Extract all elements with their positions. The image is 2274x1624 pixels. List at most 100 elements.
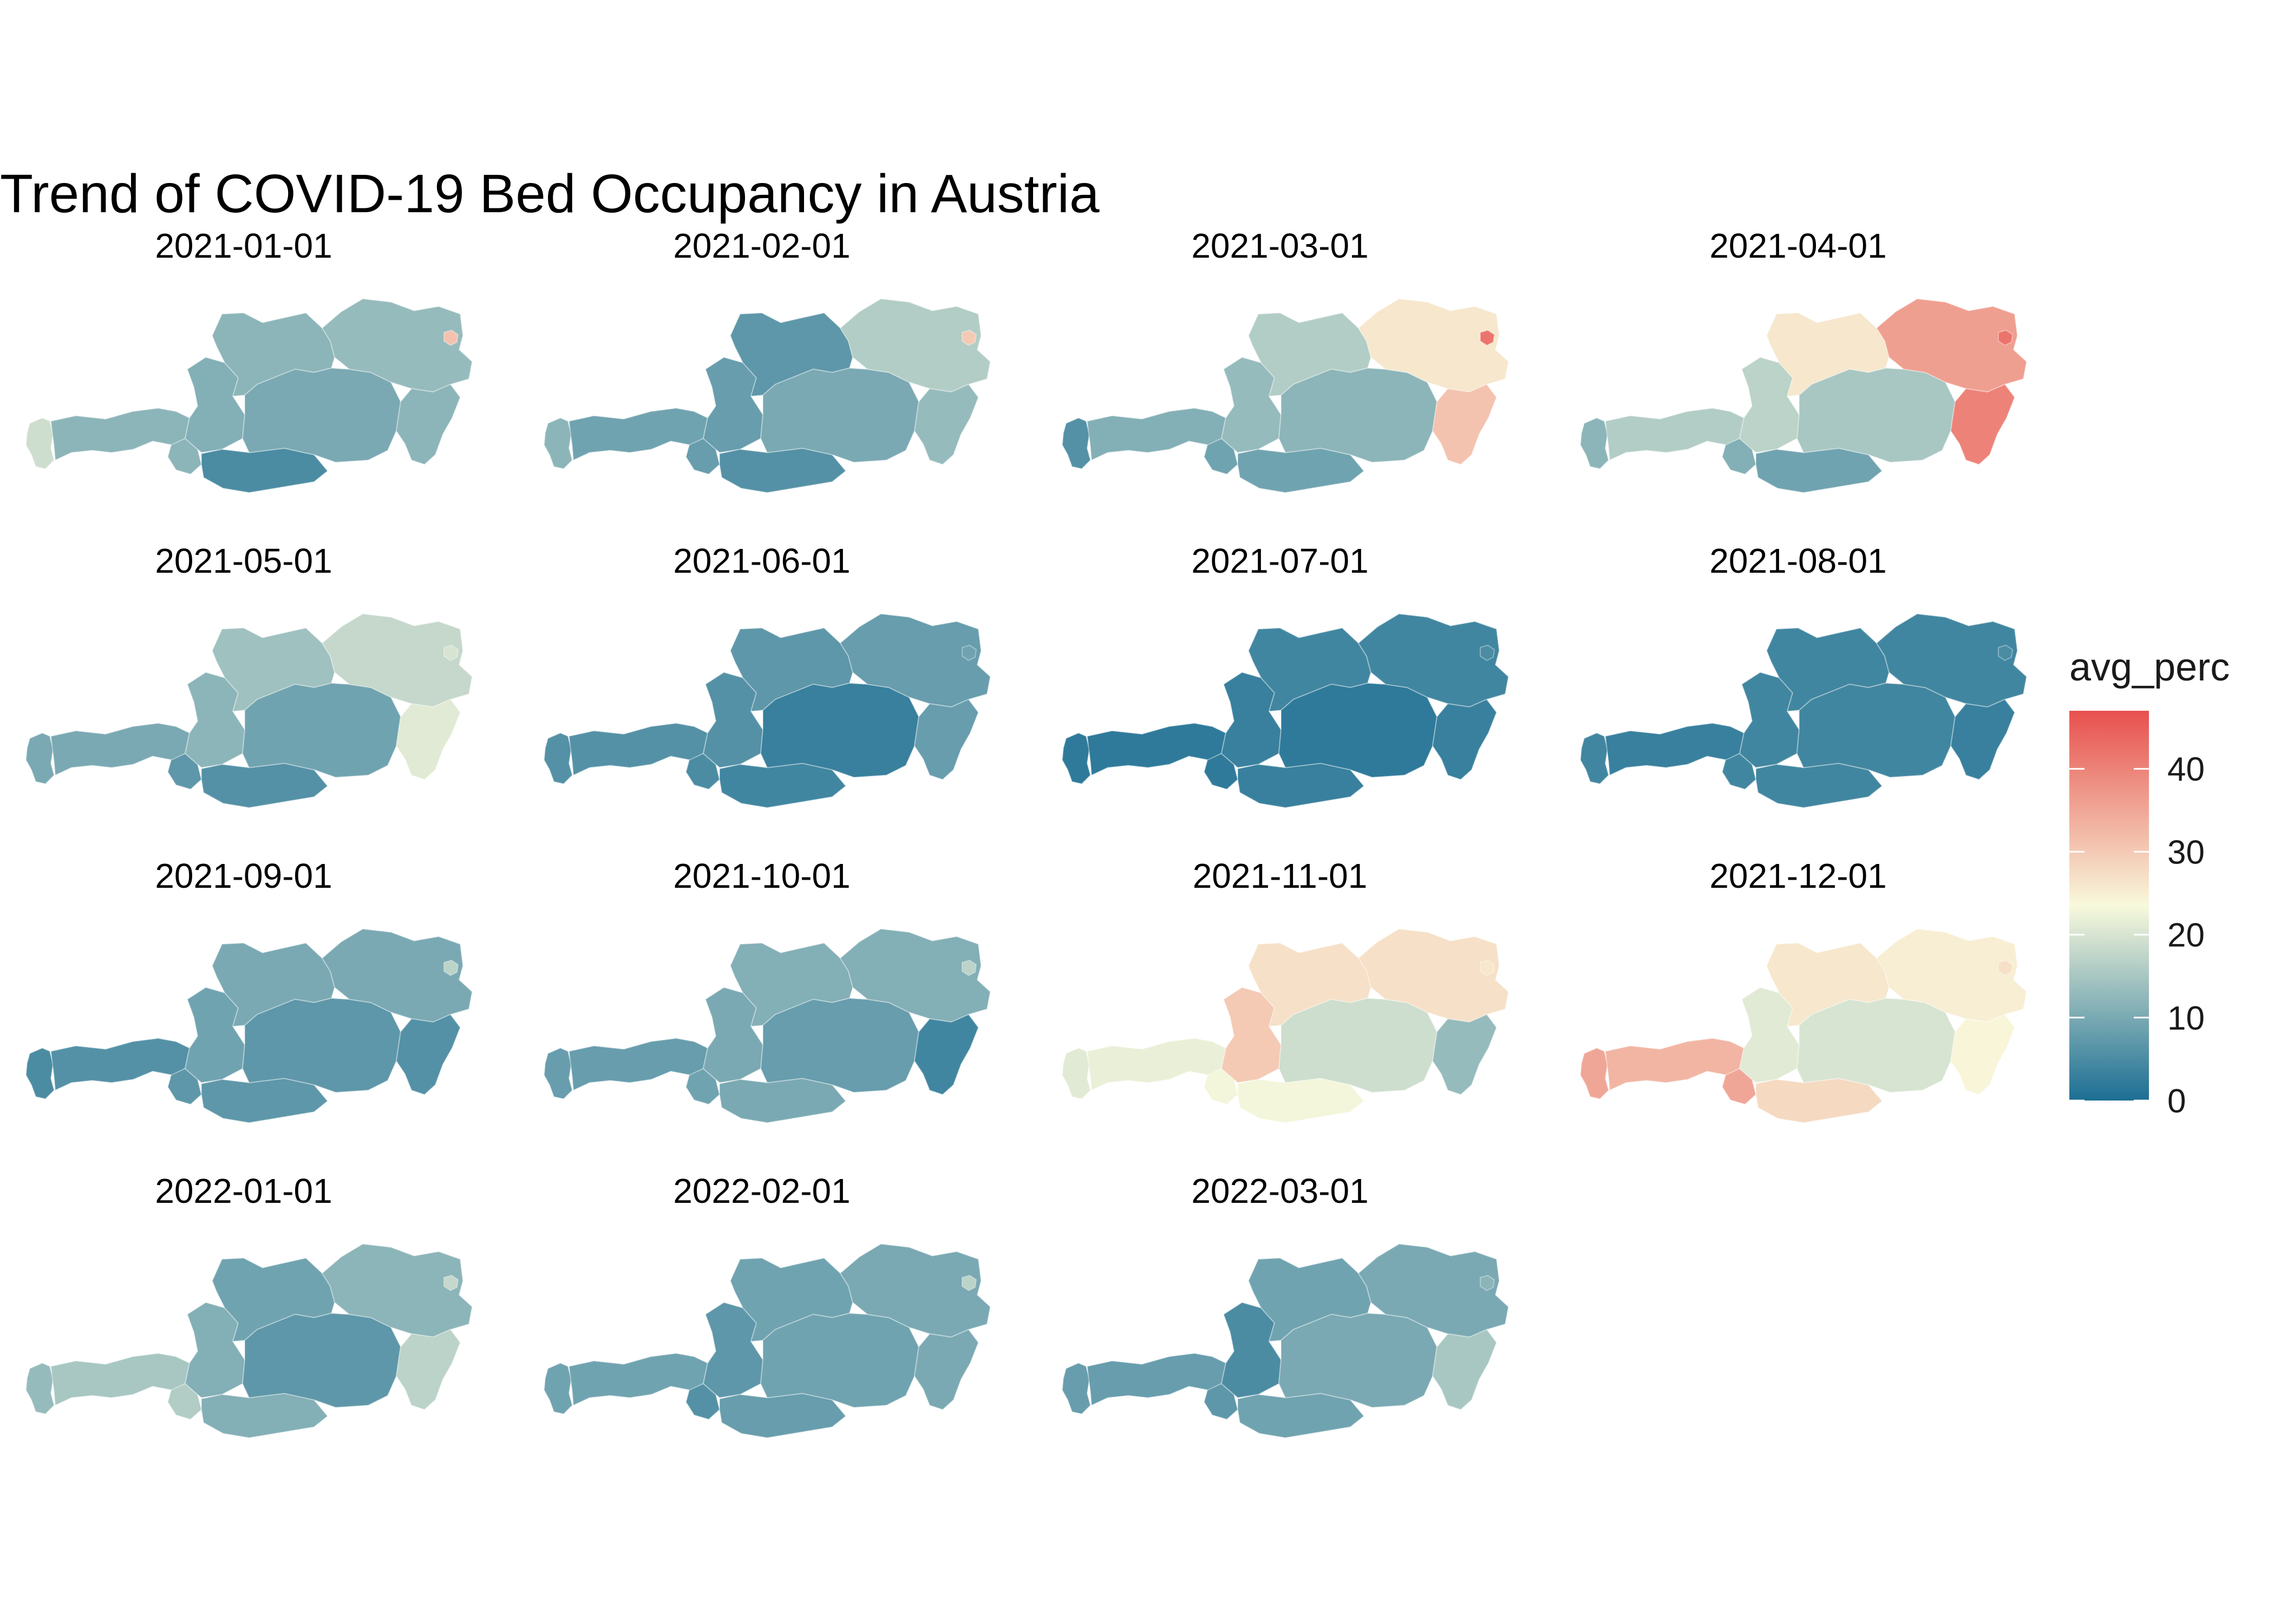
region-niedersterreich [1358,298,1509,392]
austria-map [1062,298,1509,493]
region-krnten [1755,763,1883,808]
region-steiermark [760,683,919,778]
region-osttirol [1204,1068,1238,1105]
region-burgenland [396,1014,461,1095]
austria-map [1580,298,2027,493]
panel-date-label: 2021-12-01 [1709,856,1886,895]
region-osttirol [685,438,720,475]
region-vorarlberg [1062,732,1091,784]
region-krnten [201,1393,328,1438]
legend-tick-label: 20 [2167,917,2205,954]
region-niedersterreich [322,928,473,1023]
region-niedersterreich [1358,928,1509,1023]
map-panel: 2021-08-01 [1580,541,2027,808]
region-vorarlberg [25,732,55,784]
region-steiermark [1796,998,1956,1093]
austria-map [544,928,991,1123]
region-vorarlberg [25,1047,55,1099]
region-burgenland [914,1014,979,1095]
region-burgenland [914,699,979,780]
panel-date-label: 2021-06-01 [673,541,850,580]
region-steiermark [1278,998,1437,1093]
region-niedersterreich [840,1243,991,1338]
map-panel: 2021-01-01 [25,226,473,493]
region-krnten [719,448,846,493]
region-wien [443,645,459,661]
region-steiermark [760,1313,919,1408]
austria-map [1062,1243,1509,1438]
region-vorarlberg [1580,1047,1609,1099]
region-steiermark [1278,368,1437,463]
region-krnten [719,1393,846,1438]
region-krnten [719,1078,846,1123]
region-burgenland [1432,1329,1497,1410]
panel-date-label: 2022-02-01 [673,1171,850,1210]
region-burgenland [396,1329,461,1410]
legend-tick-label: 40 [2167,751,2205,788]
region-osttirol [1722,753,1756,790]
region-krnten [1237,763,1364,808]
austria-map [1062,928,1509,1123]
region-wien [1998,960,2013,976]
region-krnten [1237,1078,1364,1123]
region-steiermark [760,368,919,463]
region-wien [1480,330,1495,346]
map-panel: 2021-11-01 [1062,856,1509,1123]
region-steiermark [1278,683,1437,778]
region-vorarlberg [544,732,573,784]
region-steiermark [242,368,401,463]
panel-date-label: 2021-03-01 [1191,226,1368,265]
panel-date-label: 2021-02-01 [673,226,850,265]
region-osttirol [1204,753,1238,790]
region-krnten [201,1078,328,1123]
map-panel: 2021-02-01 [544,226,991,493]
legend-ticks: 0 10 20 30 40 [2069,751,2205,1120]
region-osttirol [685,753,720,790]
region-krnten [719,763,846,808]
region-steiermark [1278,1313,1437,1408]
map-panel: 2021-07-01 [1062,541,1509,808]
region-niedersterreich [1876,613,2027,708]
austria-map [25,1243,473,1438]
map-panel: 2021-10-01 [544,856,991,1123]
region-burgenland [396,384,461,465]
region-osttirol [1722,1068,1756,1105]
region-burgenland [1432,699,1497,780]
region-burgenland [1950,699,2015,780]
region-krnten [201,448,328,493]
austria-map [25,613,473,808]
region-vorarlberg [1062,1363,1091,1415]
region-krnten [1237,448,1364,493]
region-steiermark [242,998,401,1093]
region-wien [1480,645,1495,661]
region-krnten [1755,448,1883,493]
region-wien [443,1275,459,1291]
region-wien [1480,1275,1495,1291]
map-panel: 2022-03-01 [1062,1171,1509,1438]
region-burgenland [1950,384,2015,465]
region-vorarlberg [1062,1047,1091,1099]
legend-colorbar [2069,711,2149,1101]
region-burgenland [914,384,979,465]
region-niedersterreich [1876,298,2027,392]
region-osttirol [685,1068,720,1105]
region-wien [962,645,977,661]
region-burgenland [396,699,461,780]
region-vorarlberg [544,1047,573,1099]
panel-date-label: 2021-10-01 [673,856,850,895]
region-vorarlberg [544,417,573,469]
region-niedersterreich [1358,1243,1509,1338]
region-krnten [1755,1078,1883,1123]
chart-title: Trend of COVID-19 Bed Occupancy in Austr… [0,163,1100,224]
austria-map [1062,613,1509,808]
region-niedersterreich [322,1243,473,1338]
austria-map [544,298,991,493]
austria-map [1580,613,2027,808]
legend-tick-label: 10 [2167,1000,2205,1037]
map-panel: 2021-04-01 [1580,226,2027,493]
panel-date-label: 2021-11-01 [1193,856,1368,895]
region-burgenland [1950,1014,2015,1095]
region-niedersterreich [840,613,991,708]
map-panel: 2021-05-01 [25,541,473,808]
legend-tick-label: 30 [2167,834,2205,871]
